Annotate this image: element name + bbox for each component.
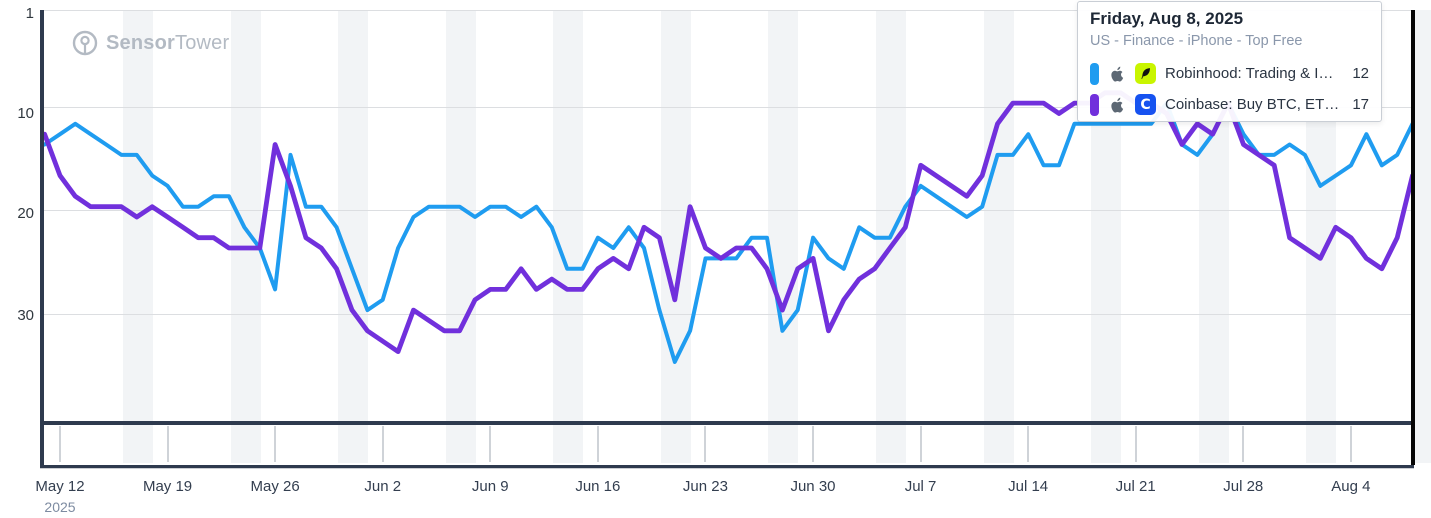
week-tick xyxy=(274,426,277,462)
apple-icon xyxy=(1109,96,1127,114)
y-gridline xyxy=(40,313,1414,315)
week-tick xyxy=(381,426,384,462)
weekend-stripe xyxy=(123,10,153,463)
week-tick xyxy=(919,426,922,462)
y-gridline xyxy=(40,210,1414,212)
y-gridline xyxy=(40,10,1414,11)
x-axis-label: Jun 9 xyxy=(471,478,509,495)
coinbase-app-icon: C xyxy=(1135,94,1156,116)
x-axis-label: May 26 xyxy=(250,478,300,495)
robinhood-line xyxy=(42,101,1415,364)
sensortower-logo-text: SensorTower xyxy=(106,31,230,54)
coinbase-series-swatch xyxy=(1090,93,1099,116)
x-axis-label: Jun 30 xyxy=(790,478,836,495)
y-axis-label: 30 xyxy=(17,307,34,324)
x-axis-label: May 19 xyxy=(142,478,193,495)
feather-icon xyxy=(1141,68,1150,80)
y-axis-line xyxy=(40,10,44,467)
weekend-stripe xyxy=(553,10,584,463)
week-tick xyxy=(489,426,492,462)
app-name-coinbase: Coinbase: Buy BTC, ET… xyxy=(1165,96,1340,114)
x-axis-label: Aug 4 xyxy=(1331,478,1371,495)
weekend-stripe xyxy=(230,10,261,463)
tooltip-date-title: Friday, Aug 8, 2025 xyxy=(1090,9,1244,28)
week-tick xyxy=(59,426,61,462)
week-tick xyxy=(1349,426,1352,462)
x-axis-label: Jun 23 xyxy=(682,478,728,495)
weekend-stripe xyxy=(983,10,1014,463)
navigator-bottom-border xyxy=(40,465,1414,468)
app-name-robinhood: Robinhood: Trading & I… xyxy=(1165,65,1334,83)
sensortower-logo-icon xyxy=(72,30,98,56)
x-axis-label: Jun 2 xyxy=(364,478,402,495)
weekend-stripe xyxy=(338,10,369,463)
x-axis-label: Jul 21 xyxy=(1115,478,1156,495)
y-gridline xyxy=(40,106,1414,108)
year-label: 2025 xyxy=(44,499,76,515)
x-axis-label: Jul 14 xyxy=(1008,478,1049,495)
coinbase-c-glyph: C xyxy=(1140,96,1151,113)
hover-cursor-line xyxy=(1411,10,1415,465)
x-axis-label: May 12 xyxy=(35,478,85,495)
week-tick xyxy=(1134,426,1137,462)
weekend-stripe xyxy=(445,10,476,463)
week-tick xyxy=(811,426,814,462)
x-axis-label: Jul 28 xyxy=(1223,478,1264,495)
week-tick xyxy=(596,426,599,462)
y-axis-label: 1 xyxy=(25,5,34,22)
tooltip-row-robinhood: Robinhood: Trading & I… 12 xyxy=(1090,58,1369,89)
tooltip-category-subtitle: US - Finance - iPhone - Top Free xyxy=(1090,32,1303,49)
tooltip-row-coinbase: C Coinbase: Buy BTC, ET… 17 xyxy=(1090,89,1369,120)
robinhood-app-icon xyxy=(1135,63,1156,85)
weekend-stripe xyxy=(768,10,799,463)
weekend-stripe xyxy=(1416,10,1431,463)
rank-value-robinhood: 12 xyxy=(1352,65,1369,83)
week-tick xyxy=(704,426,707,462)
x-axis-label: Jun 16 xyxy=(575,478,621,495)
hover-tooltip: Friday, Aug 8, 2025 US - Finance - iPhon… xyxy=(1077,1,1382,122)
rank-value-coinbase: 17 xyxy=(1352,96,1369,114)
plot-bottom-border xyxy=(40,421,1414,425)
y-axis-label: 20 xyxy=(17,205,34,222)
y-axis-label: 10 xyxy=(17,105,34,122)
sensortower-logo: SensorTower xyxy=(72,30,229,56)
week-tick xyxy=(1242,426,1245,462)
week-tick xyxy=(1027,426,1030,462)
coinbase-line xyxy=(42,90,1415,355)
robinhood-series-swatch xyxy=(1090,62,1099,85)
week-tick xyxy=(166,426,169,462)
apple-icon xyxy=(1109,65,1127,83)
x-axis-label: Jul 7 xyxy=(904,478,937,495)
